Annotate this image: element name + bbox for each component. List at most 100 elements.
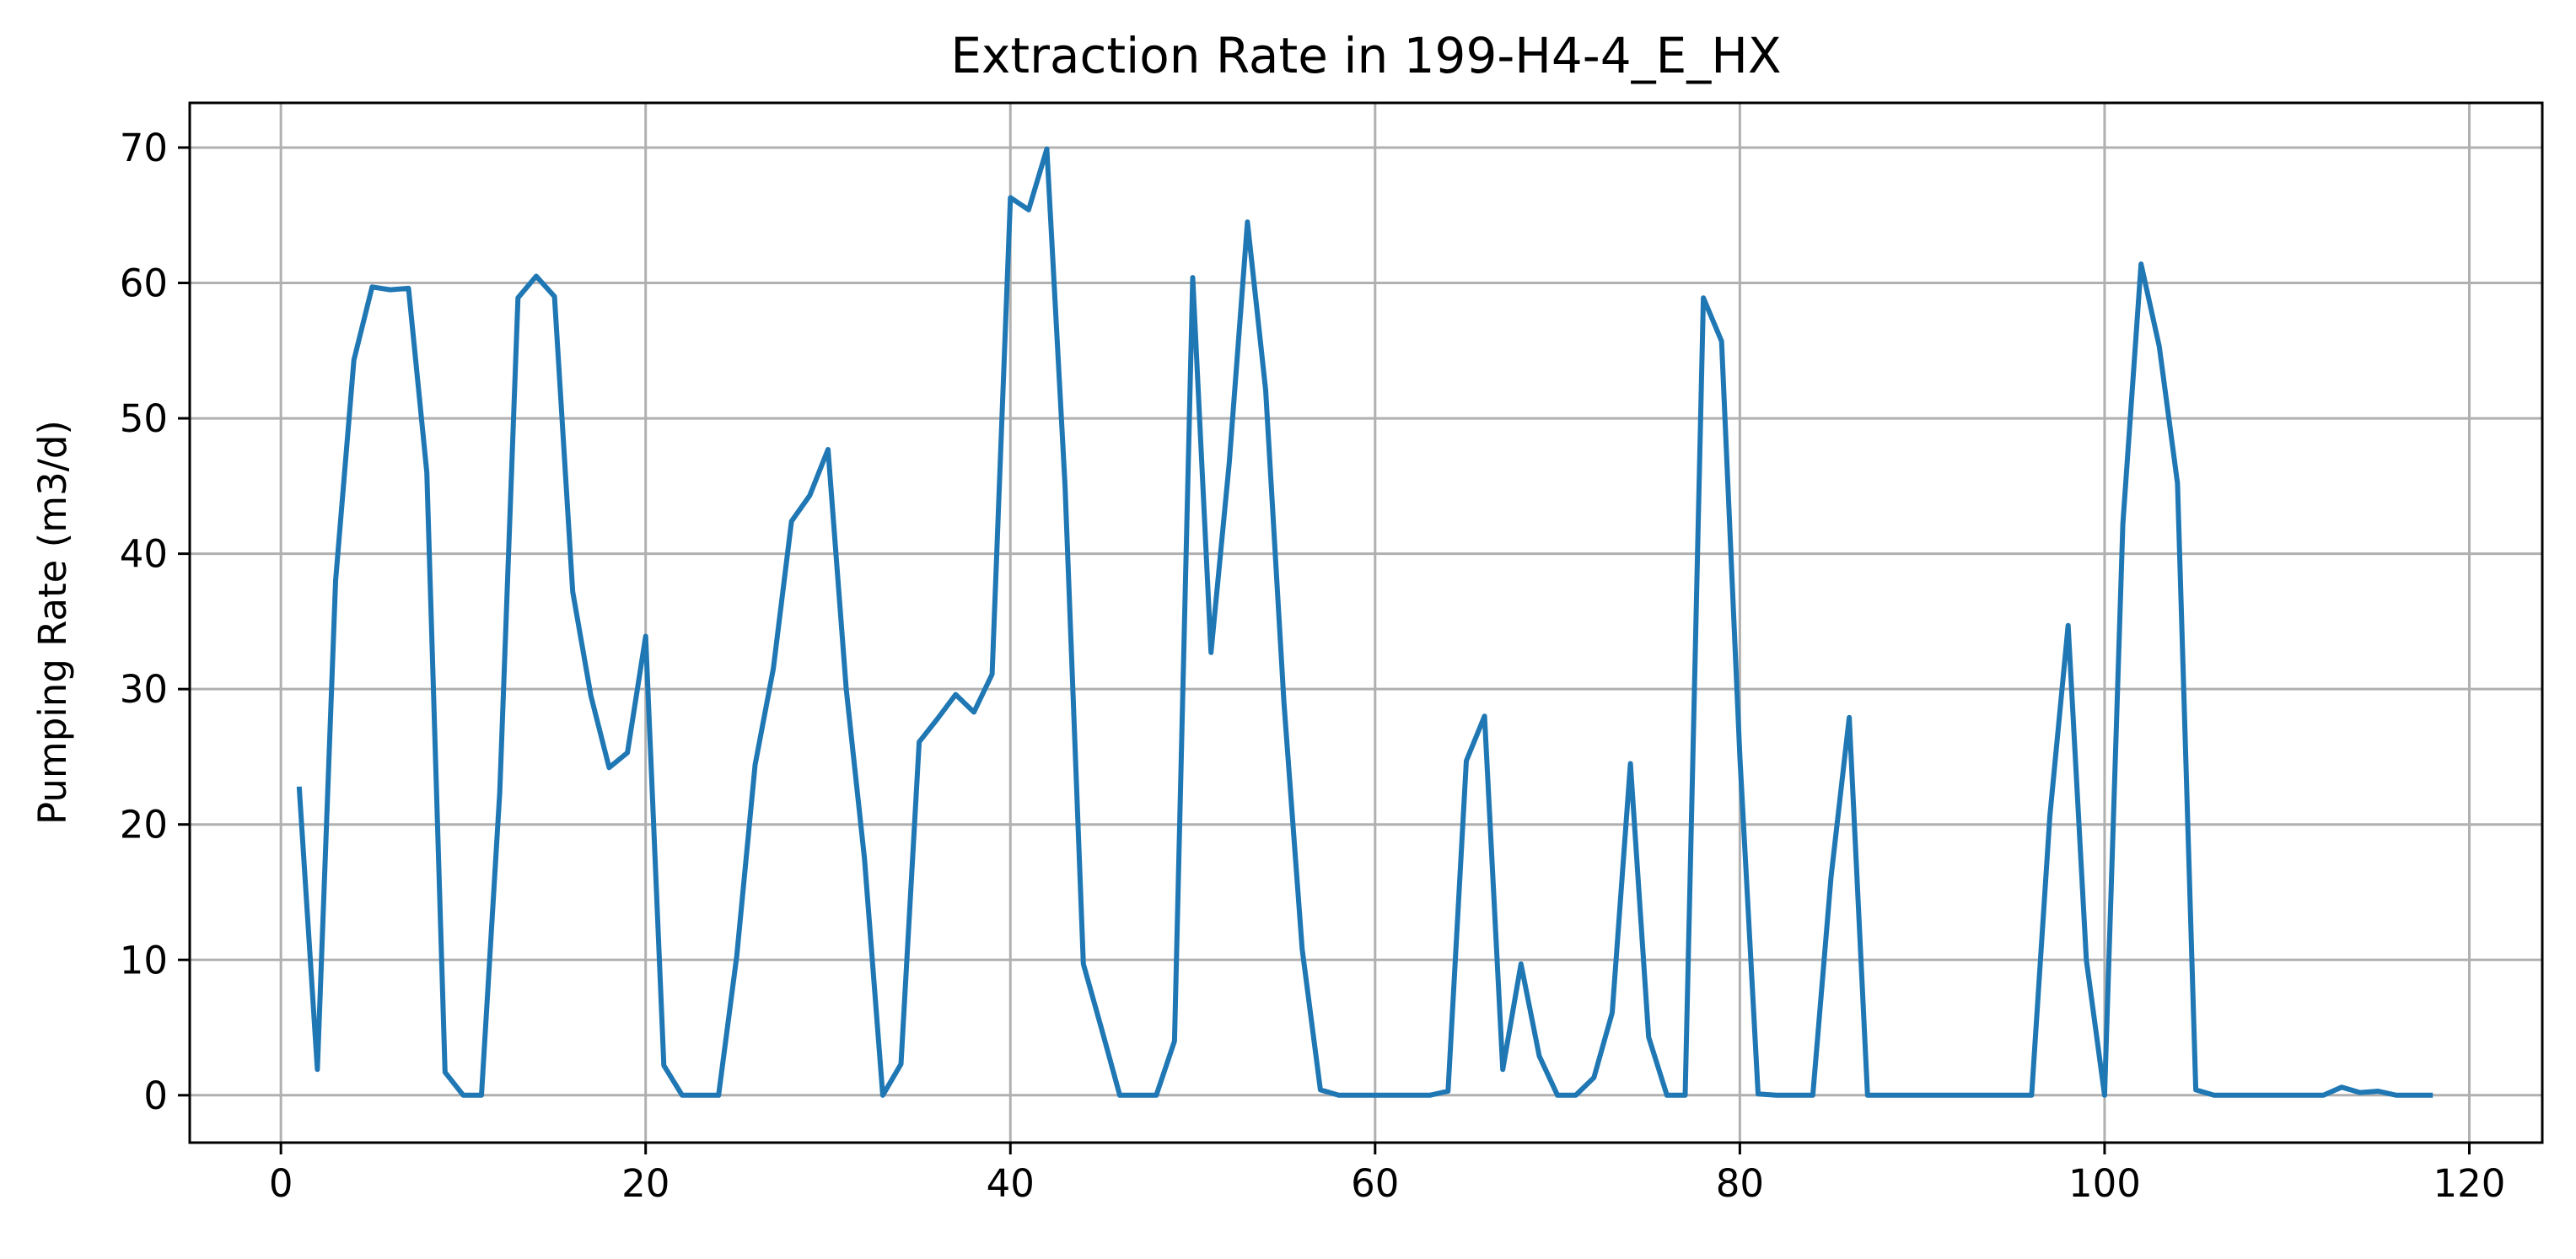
data-point [2267,1093,2272,1098]
data-point [807,493,812,498]
data-point [2066,623,2071,628]
data-point [369,284,374,289]
data-point [643,634,648,639]
data-point [606,765,611,770]
data-point [2157,344,2162,349]
data-point [1719,339,1724,344]
data-point [1263,387,1268,392]
data-point [661,1063,666,1068]
data-point [1938,1093,1943,1098]
data-point [1810,1093,1815,1098]
x-tick-label: 100 [2068,1161,2141,1206]
data-point [406,286,411,291]
data-point [570,589,575,595]
data-point [1555,1093,1560,1098]
data-point [2358,1090,2363,1095]
data-point [1482,713,1487,718]
data-point [2029,1093,2034,1098]
grid-lines [190,103,2542,1143]
data-point [552,294,557,299]
data-point [2084,957,2089,962]
data-point [534,274,539,279]
chart-title: Extraction Rate in 199-H4-4_E_HX [950,27,1781,84]
x-tick-label: 60 [1351,1161,1399,1206]
data-point [1208,650,1213,655]
data-point [1136,1093,1141,1098]
data-point [589,693,594,698]
data-point [2102,1093,2107,1098]
data-point [1701,295,1706,300]
data-point [2321,1093,2326,1098]
data-point [1336,1093,1342,1098]
data-point [1227,460,1232,465]
data-point [1591,1075,1596,1080]
data-point [1865,1093,1870,1098]
data-point [2212,1093,2217,1098]
data-point [1008,195,1013,200]
data-point [899,1062,904,1067]
data-point [1282,700,1287,705]
data-point [1683,1093,1688,1098]
data-point [333,578,338,584]
data-point [515,295,520,300]
data-point [1026,207,1031,213]
data-point [1099,1026,1104,1031]
y-tick-label: 70 [120,126,168,170]
data-point [1573,1093,1578,1098]
y-tick-label: 50 [120,396,168,441]
data-point [1737,754,1742,759]
data-point [1445,1089,1450,1094]
data-point [771,666,776,671]
data-point [990,672,995,677]
data-point [2011,1093,2016,1098]
data-point [443,1070,448,1075]
x-tick-label: 80 [1716,1161,1764,1206]
data-point [1172,1039,1177,1044]
y-tick-label: 20 [120,803,168,847]
data-point [625,751,630,756]
y-tick-label: 60 [120,261,168,306]
data-point [844,686,849,691]
data-point [1373,1093,1378,1098]
data-point [1901,1093,1906,1098]
data-point [2175,481,2180,486]
data-point [716,1093,721,1098]
series-layer [296,146,2435,1098]
data-point [460,1093,465,1098]
y-tick-label: 0 [143,1073,168,1118]
data-point [1409,1093,1414,1098]
data-point [1792,1093,1797,1098]
x-tick-label: 120 [2433,1161,2506,1206]
data-point [1245,219,1250,224]
data-point [297,784,302,789]
data-point [1354,1093,1359,1098]
data-point [497,789,503,794]
data-point [1081,961,1086,966]
data-point [917,740,922,745]
data-point [1299,946,1304,951]
data-point [2047,814,2052,819]
data-point [862,856,867,861]
plot-area-frame [188,101,2544,1144]
y-tick-label: 30 [120,667,168,712]
x-tick-label: 0 [269,1161,293,1206]
x-tick-label: 40 [987,1161,1035,1206]
data-point [753,762,758,767]
data-point [479,1093,484,1098]
data-point [1500,1067,1505,1072]
x-tick-label: 20 [621,1161,670,1206]
axis-ticks: 0 20 40 60 80 100 120 0 10 20 30 40 50 60 70 [120,126,2506,1206]
data-point [1610,1010,1615,1015]
data-point [826,447,831,452]
data-point [1756,1091,1761,1096]
data-point [1993,1093,1998,1098]
data-point [1664,1093,1670,1098]
data-point [1920,1093,1925,1098]
data-point [2430,1093,2435,1098]
data-point [971,710,976,715]
data-point [2229,1093,2235,1098]
data-point [789,519,794,524]
data-point [2412,1093,2417,1098]
data-point [2138,261,2143,266]
